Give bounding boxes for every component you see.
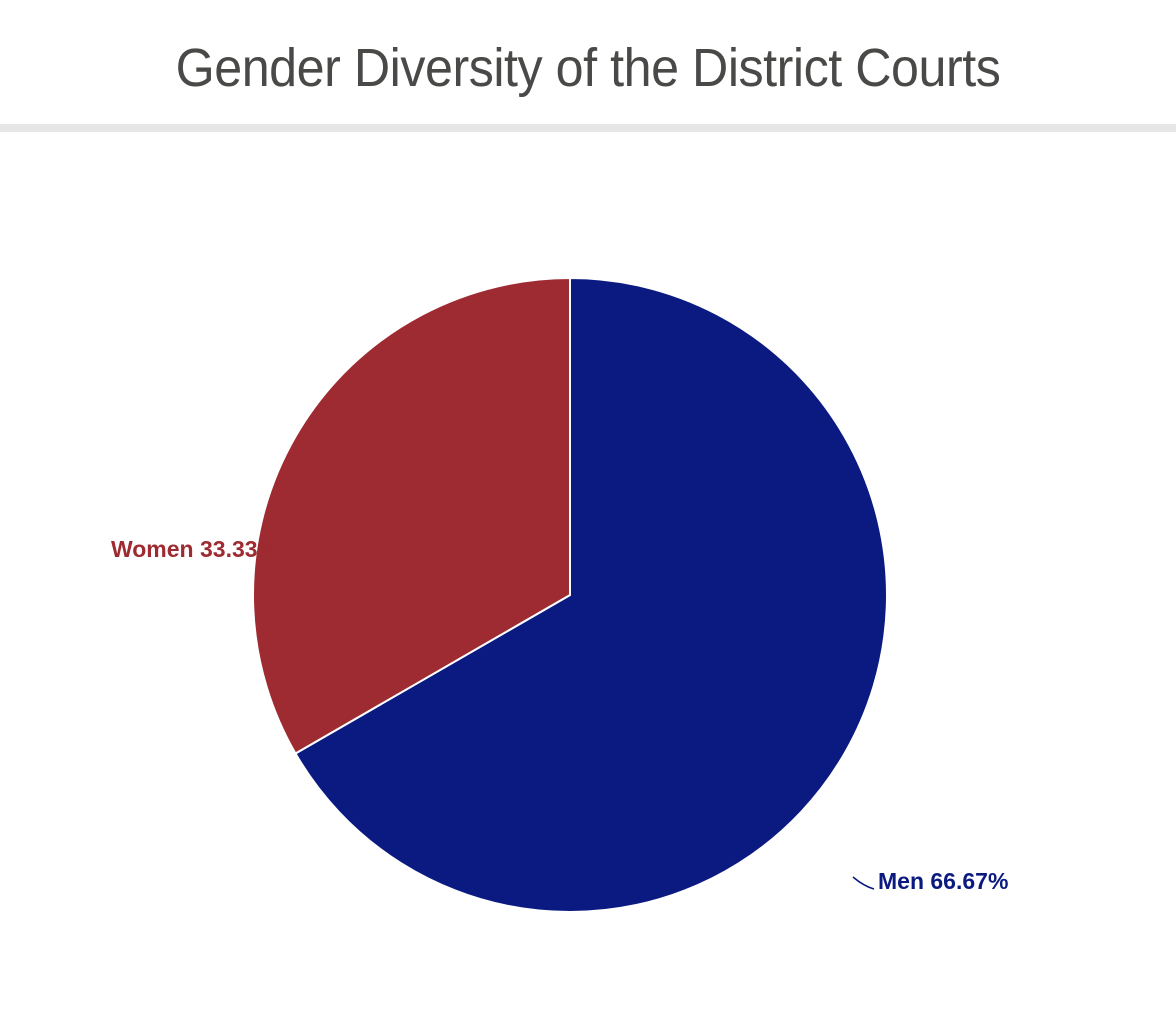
chart-header: Gender Diversity of the District Courts <box>0 0 1176 124</box>
page-title: Gender Diversity of the District Courts <box>175 38 1001 98</box>
pie-slice-women[interactable] <box>252 276 571 755</box>
pie-label-men: Men 66.67% <box>878 868 1008 894</box>
plot-area: Men 66.67% Women 33.33% <box>0 132 1176 1010</box>
pie-leader-line-group <box>280 557 875 890</box>
pie-label-women: Women 33.33% <box>111 536 278 562</box>
pie-label-group: Men 66.67% Women 33.33% <box>111 536 1008 894</box>
pie-leader-line-men <box>852 876 875 890</box>
pie-chart-svg: Men 66.67% Women 33.33% <box>111 276 1008 913</box>
pie-leader-line-women <box>280 557 302 571</box>
pie-slice-group <box>252 276 888 913</box>
pie-slice-men[interactable] <box>294 276 888 913</box>
title-divider <box>0 124 1176 132</box>
